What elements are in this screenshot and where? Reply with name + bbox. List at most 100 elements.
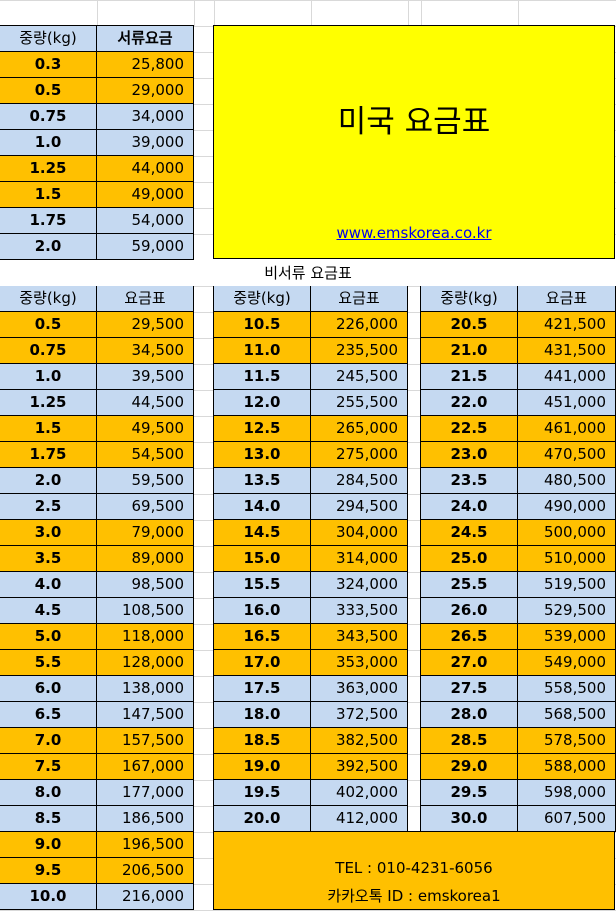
weight-cell[interactable]: 12.0 [213, 389, 311, 416]
weight-cell[interactable]: 24.0 [420, 493, 518, 520]
weight-cell[interactable]: 25.5 [420, 571, 518, 598]
weight-cell[interactable]: 9.0 [0, 831, 97, 858]
header-document-rate[interactable]: 서류요금 [96, 25, 194, 52]
rate-cell[interactable]: 29,000 [96, 77, 194, 104]
header-weight[interactable]: 중량(kg) [213, 285, 311, 312]
rate-cell[interactable]: 265,000 [310, 415, 408, 442]
rate-cell[interactable]: 216,000 [96, 883, 194, 910]
weight-cell[interactable]: 7.5 [0, 753, 97, 780]
weight-cell[interactable]: 3.5 [0, 545, 97, 572]
header-rate[interactable]: 요금표 [310, 285, 408, 312]
rate-cell[interactable]: 490,000 [517, 493, 616, 520]
weight-cell[interactable]: 1.0 [0, 129, 97, 156]
weight-cell[interactable]: 0.3 [0, 51, 97, 78]
rate-cell[interactable]: 519,500 [517, 571, 616, 598]
rate-cell[interactable]: 549,000 [517, 649, 616, 676]
rate-cell[interactable]: 59,500 [96, 467, 194, 494]
header-weight[interactable]: 중량(kg) [0, 25, 97, 52]
rate-cell[interactable]: 34,500 [96, 337, 194, 364]
rate-cell[interactable]: 284,500 [310, 467, 408, 494]
rate-cell[interactable]: 470,500 [517, 441, 616, 468]
weight-cell[interactable]: 10.5 [213, 311, 311, 338]
weight-cell[interactable]: 18.5 [213, 727, 311, 754]
weight-cell[interactable]: 0.5 [0, 77, 97, 104]
weight-cell[interactable]: 14.0 [213, 493, 311, 520]
weight-cell[interactable]: 12.5 [213, 415, 311, 442]
rate-cell[interactable]: 226,000 [310, 311, 408, 338]
rate-cell[interactable]: 79,000 [96, 519, 194, 546]
weight-cell[interactable]: 4.0 [0, 571, 97, 598]
rate-cell[interactable]: 324,000 [310, 571, 408, 598]
rate-cell[interactable]: 39,000 [96, 129, 194, 156]
weight-cell[interactable]: 21.5 [420, 363, 518, 390]
weight-cell[interactable]: 1.0 [0, 363, 97, 390]
weight-cell[interactable]: 1.25 [0, 155, 97, 182]
weight-cell[interactable]: 17.0 [213, 649, 311, 676]
weight-cell[interactable]: 15.5 [213, 571, 311, 598]
rate-cell[interactable]: 314,000 [310, 545, 408, 572]
weight-cell[interactable]: 19.0 [213, 753, 311, 780]
weight-cell[interactable]: 26.0 [420, 597, 518, 624]
weight-cell[interactable]: 2.5 [0, 493, 97, 520]
rate-cell[interactable]: 304,000 [310, 519, 408, 546]
weight-cell[interactable]: 0.5 [0, 311, 97, 338]
rate-cell[interactable]: 588,000 [517, 753, 616, 780]
weight-cell[interactable]: 16.5 [213, 623, 311, 650]
rate-cell[interactable]: 255,500 [310, 389, 408, 416]
rate-cell[interactable]: 529,500 [517, 597, 616, 624]
rate-cell[interactable]: 206,500 [96, 857, 194, 884]
weight-cell[interactable]: 28.0 [420, 701, 518, 728]
weight-cell[interactable]: 7.0 [0, 727, 97, 754]
weight-cell[interactable]: 14.5 [213, 519, 311, 546]
rate-cell[interactable]: 44,000 [96, 155, 194, 182]
website-link[interactable]: www.emskorea.co.kr [336, 224, 492, 242]
weight-cell[interactable]: 27.0 [420, 649, 518, 676]
weight-cell[interactable]: 0.75 [0, 337, 97, 364]
rate-cell[interactable]: 157,500 [96, 727, 194, 754]
rate-cell[interactable]: 558,500 [517, 675, 616, 702]
rate-cell[interactable]: 98,500 [96, 571, 194, 598]
rate-cell[interactable]: 500,000 [517, 519, 616, 546]
weight-cell[interactable]: 9.5 [0, 857, 97, 884]
rate-cell[interactable]: 480,500 [517, 467, 616, 494]
weight-cell[interactable]: 20.0 [213, 805, 311, 832]
rate-cell[interactable]: 421,500 [517, 311, 616, 338]
weight-cell[interactable]: 25.0 [420, 545, 518, 572]
rate-cell[interactable]: 402,000 [310, 779, 408, 806]
rate-cell[interactable]: 568,500 [517, 701, 616, 728]
weight-cell[interactable]: 11.5 [213, 363, 311, 390]
weight-cell[interactable]: 18.0 [213, 701, 311, 728]
rate-cell[interactable]: 44,500 [96, 389, 194, 416]
weight-cell[interactable]: 13.0 [213, 441, 311, 468]
header-rate[interactable]: 요금표 [96, 285, 194, 312]
rate-cell[interactable]: 245,500 [310, 363, 408, 390]
rate-cell[interactable]: 177,000 [96, 779, 194, 806]
rate-cell[interactable]: 275,000 [310, 441, 408, 468]
weight-cell[interactable]: 6.5 [0, 701, 97, 728]
rate-cell[interactable]: 196,500 [96, 831, 194, 858]
rate-cell[interactable]: 69,500 [96, 493, 194, 520]
rate-cell[interactable]: 294,500 [310, 493, 408, 520]
rate-cell[interactable]: 510,000 [517, 545, 616, 572]
rate-cell[interactable]: 54,500 [96, 441, 194, 468]
rate-cell[interactable]: 186,500 [96, 805, 194, 832]
rate-cell[interactable]: 128,000 [96, 649, 194, 676]
rate-cell[interactable]: 412,000 [310, 805, 408, 832]
rate-cell[interactable]: 39,500 [96, 363, 194, 390]
weight-cell[interactable]: 22.0 [420, 389, 518, 416]
rate-cell[interactable]: 49,500 [96, 415, 194, 442]
weight-cell[interactable]: 21.0 [420, 337, 518, 364]
weight-cell[interactable]: 1.75 [0, 441, 97, 468]
weight-cell[interactable]: 23.0 [420, 441, 518, 468]
rate-cell[interactable]: 49,000 [96, 181, 194, 208]
header-rate[interactable]: 요금표 [517, 285, 616, 312]
rate-cell[interactable]: 461,000 [517, 415, 616, 442]
rate-cell[interactable]: 138,000 [96, 675, 194, 702]
weight-cell[interactable]: 26.5 [420, 623, 518, 650]
rate-cell[interactable]: 333,500 [310, 597, 408, 624]
rate-cell[interactable]: 392,500 [310, 753, 408, 780]
rate-cell[interactable]: 29,500 [96, 311, 194, 338]
rate-cell[interactable]: 578,500 [517, 727, 616, 754]
rate-cell[interactable]: 451,000 [517, 389, 616, 416]
weight-cell[interactable]: 3.0 [0, 519, 97, 546]
